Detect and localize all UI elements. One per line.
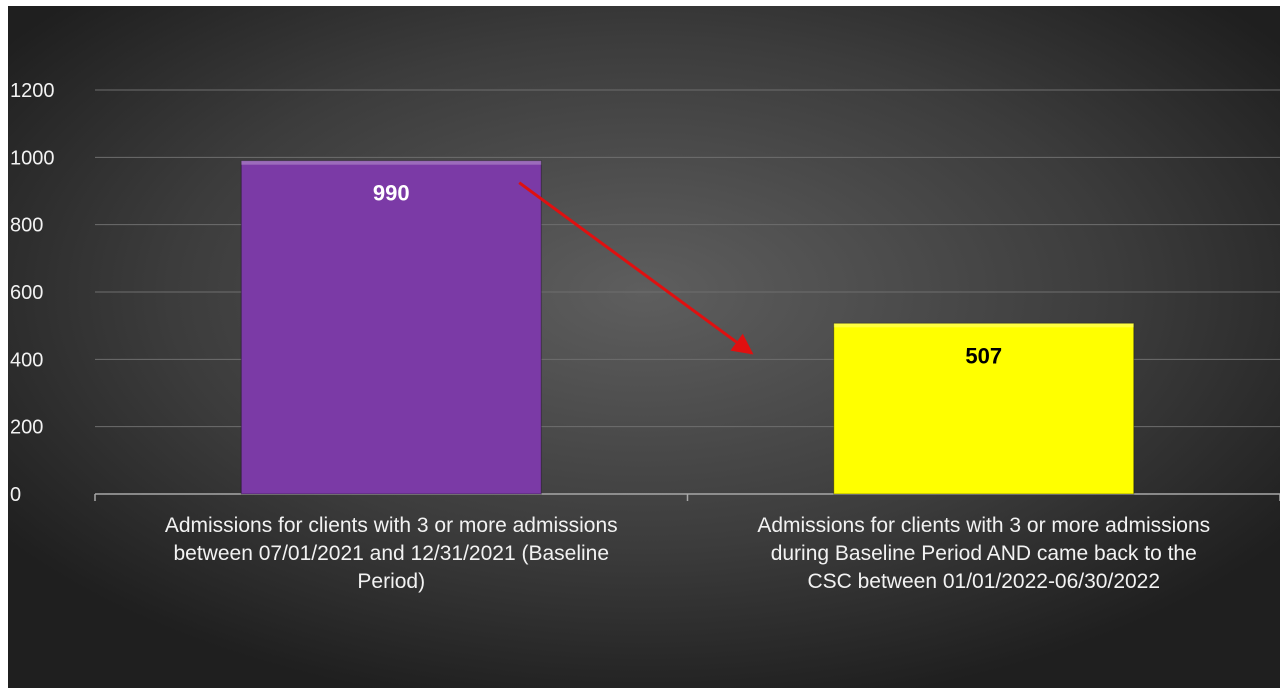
bar-2 (833, 322, 1135, 495)
labels: 0 200 400 600 800 1000 1200 990 Admissions for c… (10, 80, 1210, 593)
data-label-1: 990 (373, 181, 410, 206)
bars (240, 160, 1135, 495)
x-category-label-1: Admissions for clients with 3 or more ad… (165, 514, 618, 593)
bar-highlight (833, 323, 1134, 328)
data-label-2: 507 (965, 343, 1002, 368)
y-tick-label: 600 (10, 282, 43, 304)
x-category-label-2: Admissions for clients with 3 or more ad… (757, 514, 1210, 593)
bar-highlight (241, 160, 542, 165)
y-tick-label: 1000 (10, 147, 55, 169)
y-tick-label: 800 (10, 215, 43, 237)
decrease-arrow (518, 181, 754, 355)
bar-1 (240, 160, 542, 495)
y-tick-label: 1200 (10, 80, 55, 102)
y-tick-label: 400 (10, 349, 43, 371)
y-tick-label: 0 (10, 484, 21, 506)
y-tick-label: 200 (10, 417, 43, 439)
